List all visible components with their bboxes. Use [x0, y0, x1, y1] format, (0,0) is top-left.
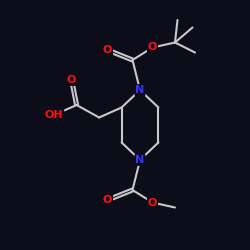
Text: O: O — [103, 195, 112, 205]
Text: N: N — [136, 85, 144, 95]
Text: OH: OH — [45, 110, 64, 120]
Text: O: O — [148, 198, 157, 207]
Text: N: N — [136, 155, 144, 165]
Text: O: O — [103, 45, 112, 55]
Text: O: O — [148, 42, 157, 52]
Text: O: O — [67, 75, 76, 85]
